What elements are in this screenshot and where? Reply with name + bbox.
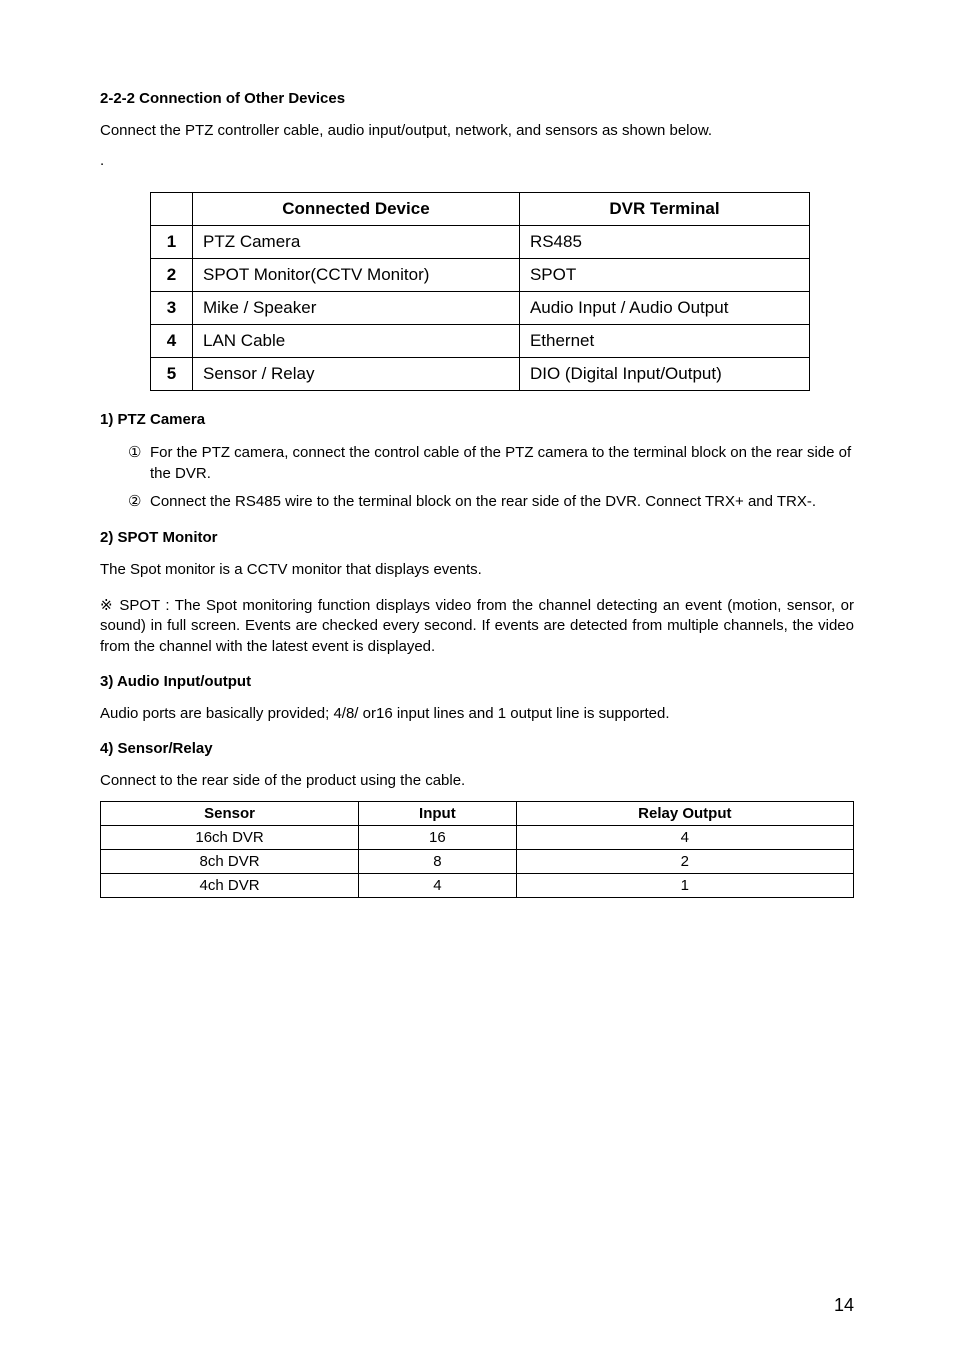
- page-number: 14: [834, 1295, 854, 1316]
- row-device: PTZ Camera: [193, 225, 520, 258]
- table-row: 2 SPOT Monitor(CCTV Monitor) SPOT: [151, 258, 810, 291]
- audio-line: Audio ports are basically provided; 4/8/…: [100, 704, 854, 724]
- table-row: 1 PTZ Camera RS485: [151, 225, 810, 258]
- sensor-heading: 4) Sensor/Relay: [100, 740, 854, 757]
- row-terminal: DIO (Digital Input/Output): [519, 357, 809, 390]
- sensor-line: Connect to the rear side of the product …: [100, 771, 854, 791]
- list-item: ② Connect the RS485 wire to the terminal…: [128, 491, 854, 513]
- table-row: 5 Sensor / Relay DIO (Digital Input/Outp…: [151, 357, 810, 390]
- input-cell: 8: [359, 850, 517, 874]
- header-relay: Relay Output: [516, 802, 853, 826]
- sensor-cell: 16ch DVR: [101, 826, 359, 850]
- row-terminal: RS485: [519, 225, 809, 258]
- header-device: Connected Device: [193, 192, 520, 225]
- table-header-row: Connected Device DVR Terminal: [151, 192, 810, 225]
- relay-cell: 1: [516, 874, 853, 898]
- row-num: 1: [151, 225, 193, 258]
- bullet-text: For the PTZ camera, connect the control …: [150, 442, 854, 486]
- intro-paragraph: Connect the PTZ controller cable, audio …: [100, 121, 854, 141]
- table-header-row: Sensor Input Relay Output: [101, 802, 854, 826]
- row-num: 3: [151, 291, 193, 324]
- table-row: 4 LAN Cable Ethernet: [151, 324, 810, 357]
- row-device: SPOT Monitor(CCTV Monitor): [193, 258, 520, 291]
- sensor-cell: 4ch DVR: [101, 874, 359, 898]
- input-cell: 4: [359, 874, 517, 898]
- section-header: 2-2-2 Connection of Other Devices: [100, 90, 854, 107]
- stray-dot: .: [100, 151, 854, 171]
- sensor-cell: 8ch DVR: [101, 850, 359, 874]
- header-sensor: Sensor: [101, 802, 359, 826]
- row-terminal: Ethernet: [519, 324, 809, 357]
- input-cell: 16: [359, 826, 517, 850]
- ptz-bullet-list: ① For the PTZ camera, connect the contro…: [128, 442, 854, 513]
- page-container: 2-2-2 Connection of Other Devices Connec…: [0, 0, 954, 1356]
- audio-heading: 3) Audio Input/output: [100, 673, 854, 690]
- ptz-heading: 1) PTZ Camera: [100, 411, 854, 428]
- bullet-marker: ②: [128, 491, 150, 513]
- header-blank: [151, 192, 193, 225]
- relay-cell: 2: [516, 850, 853, 874]
- spot-line1: The Spot monitor is a CCTV monitor that …: [100, 560, 854, 580]
- table-row: 4ch DVR 4 1: [101, 874, 854, 898]
- row-num: 5: [151, 357, 193, 390]
- spot-line2: ※ SPOT : The Spot monitoring function di…: [100, 596, 854, 657]
- relay-cell: 4: [516, 826, 853, 850]
- row-terminal: SPOT: [519, 258, 809, 291]
- row-terminal: Audio Input / Audio Output: [519, 291, 809, 324]
- sensor-relay-table: Sensor Input Relay Output 16ch DVR 16 4 …: [100, 801, 854, 898]
- header-terminal: DVR Terminal: [519, 192, 809, 225]
- bullet-text: Connect the RS485 wire to the terminal b…: [150, 491, 854, 513]
- table-row: 8ch DVR 8 2: [101, 850, 854, 874]
- spot-heading: 2) SPOT Monitor: [100, 529, 854, 546]
- row-device: LAN Cable: [193, 324, 520, 357]
- list-item: ① For the PTZ camera, connect the contro…: [128, 442, 854, 486]
- header-input: Input: [359, 802, 517, 826]
- row-device: Mike / Speaker: [193, 291, 520, 324]
- connected-device-table: Connected Device DVR Terminal 1 PTZ Came…: [150, 192, 810, 391]
- row-num: 2: [151, 258, 193, 291]
- bullet-marker: ①: [128, 442, 150, 464]
- row-device: Sensor / Relay: [193, 357, 520, 390]
- table-row: 3 Mike / Speaker Audio Input / Audio Out…: [151, 291, 810, 324]
- row-num: 4: [151, 324, 193, 357]
- table-row: 16ch DVR 16 4: [101, 826, 854, 850]
